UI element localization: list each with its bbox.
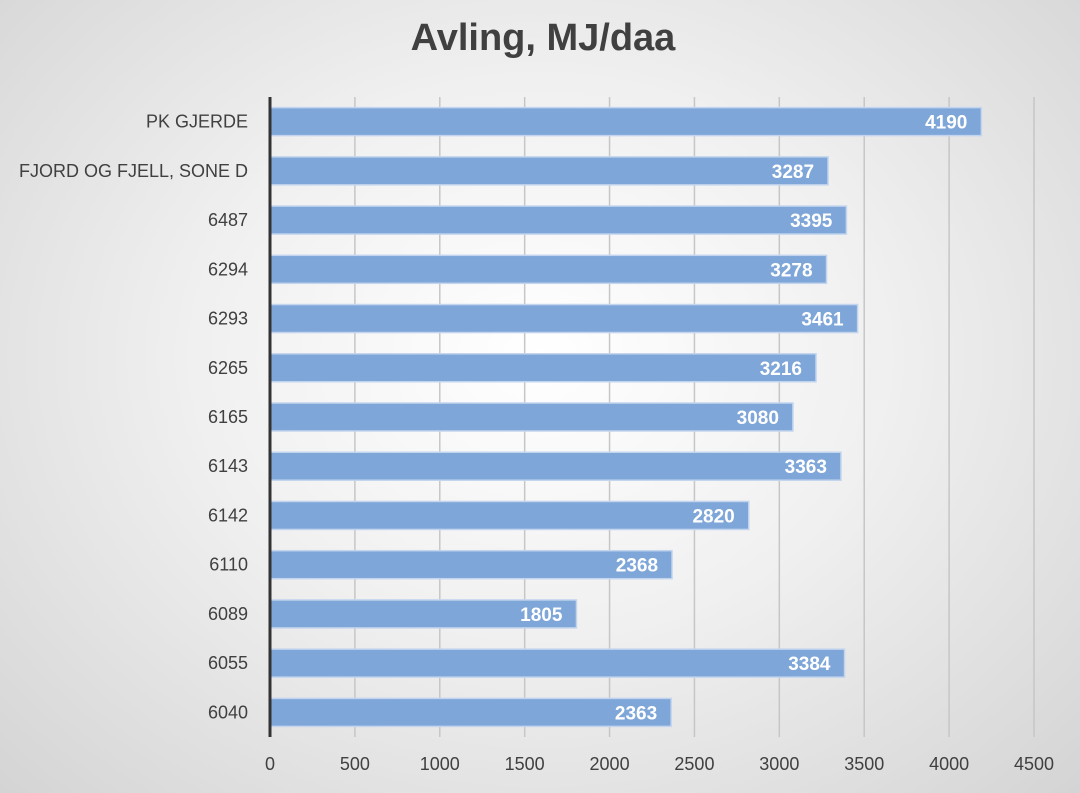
category-label: PK GJERDE	[146, 112, 248, 132]
data-label: 3395	[790, 211, 833, 232]
x-tick-label: 4500	[1014, 754, 1054, 774]
bar	[269, 500, 750, 531]
bar	[269, 549, 673, 580]
category-label: 6110	[209, 555, 248, 575]
category-label: 6294	[208, 259, 248, 279]
bar	[269, 106, 983, 137]
bar	[269, 205, 848, 235]
category-label: 6142	[208, 505, 248, 525]
bar	[269, 303, 859, 334]
bar	[269, 599, 578, 629]
x-tick-label: 2500	[674, 754, 714, 774]
bar	[269, 353, 817, 383]
data-label: 2368	[616, 556, 658, 577]
data-label: 3278	[770, 260, 812, 281]
category-label: 6089	[208, 604, 248, 624]
x-tick-label: 3000	[759, 754, 799, 774]
data-label: 2363	[615, 703, 657, 724]
category-label: FJORD OG FJELL, SONE D	[19, 161, 248, 181]
category-label: 6055	[208, 653, 248, 673]
data-label: 3384	[788, 654, 831, 675]
x-tick-label: 2000	[590, 754, 630, 774]
data-label: 4190	[925, 113, 967, 134]
x-tick-label: 500	[340, 754, 370, 774]
data-label: 2820	[692, 506, 734, 527]
x-tick-label: 3500	[844, 754, 884, 774]
category-label: 6265	[208, 358, 248, 378]
data-label: 3216	[760, 359, 802, 380]
bar	[269, 697, 672, 728]
bar	[269, 254, 828, 285]
category-label: 6487	[208, 210, 248, 230]
bar	[269, 451, 842, 481]
x-tick-label: 0	[265, 754, 275, 774]
bar	[269, 648, 846, 678]
chart-title: Avling, MJ/daa	[411, 17, 677, 59]
category-label: 6143	[208, 456, 248, 476]
category-label: 6293	[208, 309, 248, 329]
bar	[269, 402, 794, 432]
bar	[269, 156, 829, 186]
data-label: 3461	[801, 310, 844, 331]
data-label: 3363	[785, 457, 827, 478]
data-label: 3287	[772, 162, 814, 183]
x-tick-label: 4000	[929, 754, 969, 774]
category-label: 6165	[208, 407, 248, 427]
x-tick-label: 1000	[420, 754, 460, 774]
x-tick-label: 1500	[505, 754, 545, 774]
data-label: 1805	[520, 605, 563, 626]
category-label: 6040	[208, 702, 248, 722]
data-label: 3080	[737, 408, 779, 429]
